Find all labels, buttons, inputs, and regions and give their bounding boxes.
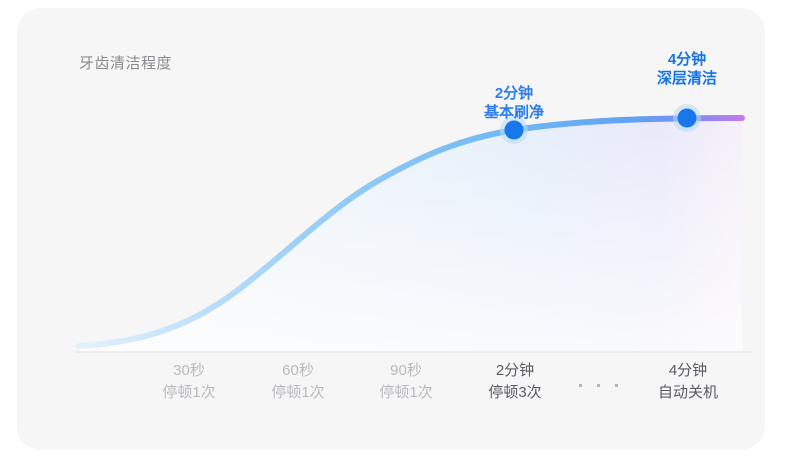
cleaning-curve-chart [76,44,752,353]
ellipsis-dot-1 [579,384,582,387]
x-label-4min: 4分钟 自动关机 [628,360,748,404]
x-label-30s: 30秒 停顿1次 [129,360,249,404]
ellipsis-dot-3 [615,384,618,387]
callout-four-minute-line1: 4分钟 [667,51,707,68]
x-label-60s-bottom: 停顿1次 [271,383,325,401]
x-label-60s: 60秒 停顿1次 [238,360,358,404]
x-label-2min-top: 2分钟 [495,362,535,379]
x-label-90s-bottom: 停顿1次 [379,383,433,401]
callout-four-minute-line2: 深层清洁 [656,70,717,88]
cleaning-curve-line [76,115,745,349]
chart-plot-area [74,38,754,356]
x-label-2min: 2分钟 停顿3次 [455,360,575,404]
ellipsis-separator [579,384,618,387]
page-title: 牙齿清洁程度 [79,55,173,72]
callout-four-minute: 4分钟 深层清洁 [627,50,747,88]
x-label-4min-top: 4分钟 [668,362,708,379]
x-label-30s-top: 30秒 [173,362,205,379]
marker-four-minute[interactable] [673,104,701,132]
x-label-30s-bottom: 停顿1次 [162,383,216,401]
x-label-2min-bottom: 停顿3次 [488,383,542,401]
callout-two-minute-line1: 2分钟 [494,85,534,102]
x-label-60s-top: 60秒 [282,362,314,379]
marker-two-minute[interactable] [500,116,528,144]
gridlines [188,44,688,351]
x-axis-labels: 30秒 停顿1次 60秒 停顿1次 90秒 停顿1次 2分钟 停顿3次 [74,360,754,420]
x-label-4min-bottom: 自动关机 [657,383,718,401]
x-label-90s: 90秒 停顿1次 [346,360,466,404]
callout-two-minute-line2: 基本刷净 [483,104,544,122]
ellipsis-dot-2 [597,384,600,387]
curve-area-fade [79,118,742,352]
callout-two-minute: 2分钟 基本刷净 [454,84,574,122]
x-label-90s-top: 90秒 [390,362,422,379]
chart-card: 牙齿清洁程度 [17,8,765,450]
